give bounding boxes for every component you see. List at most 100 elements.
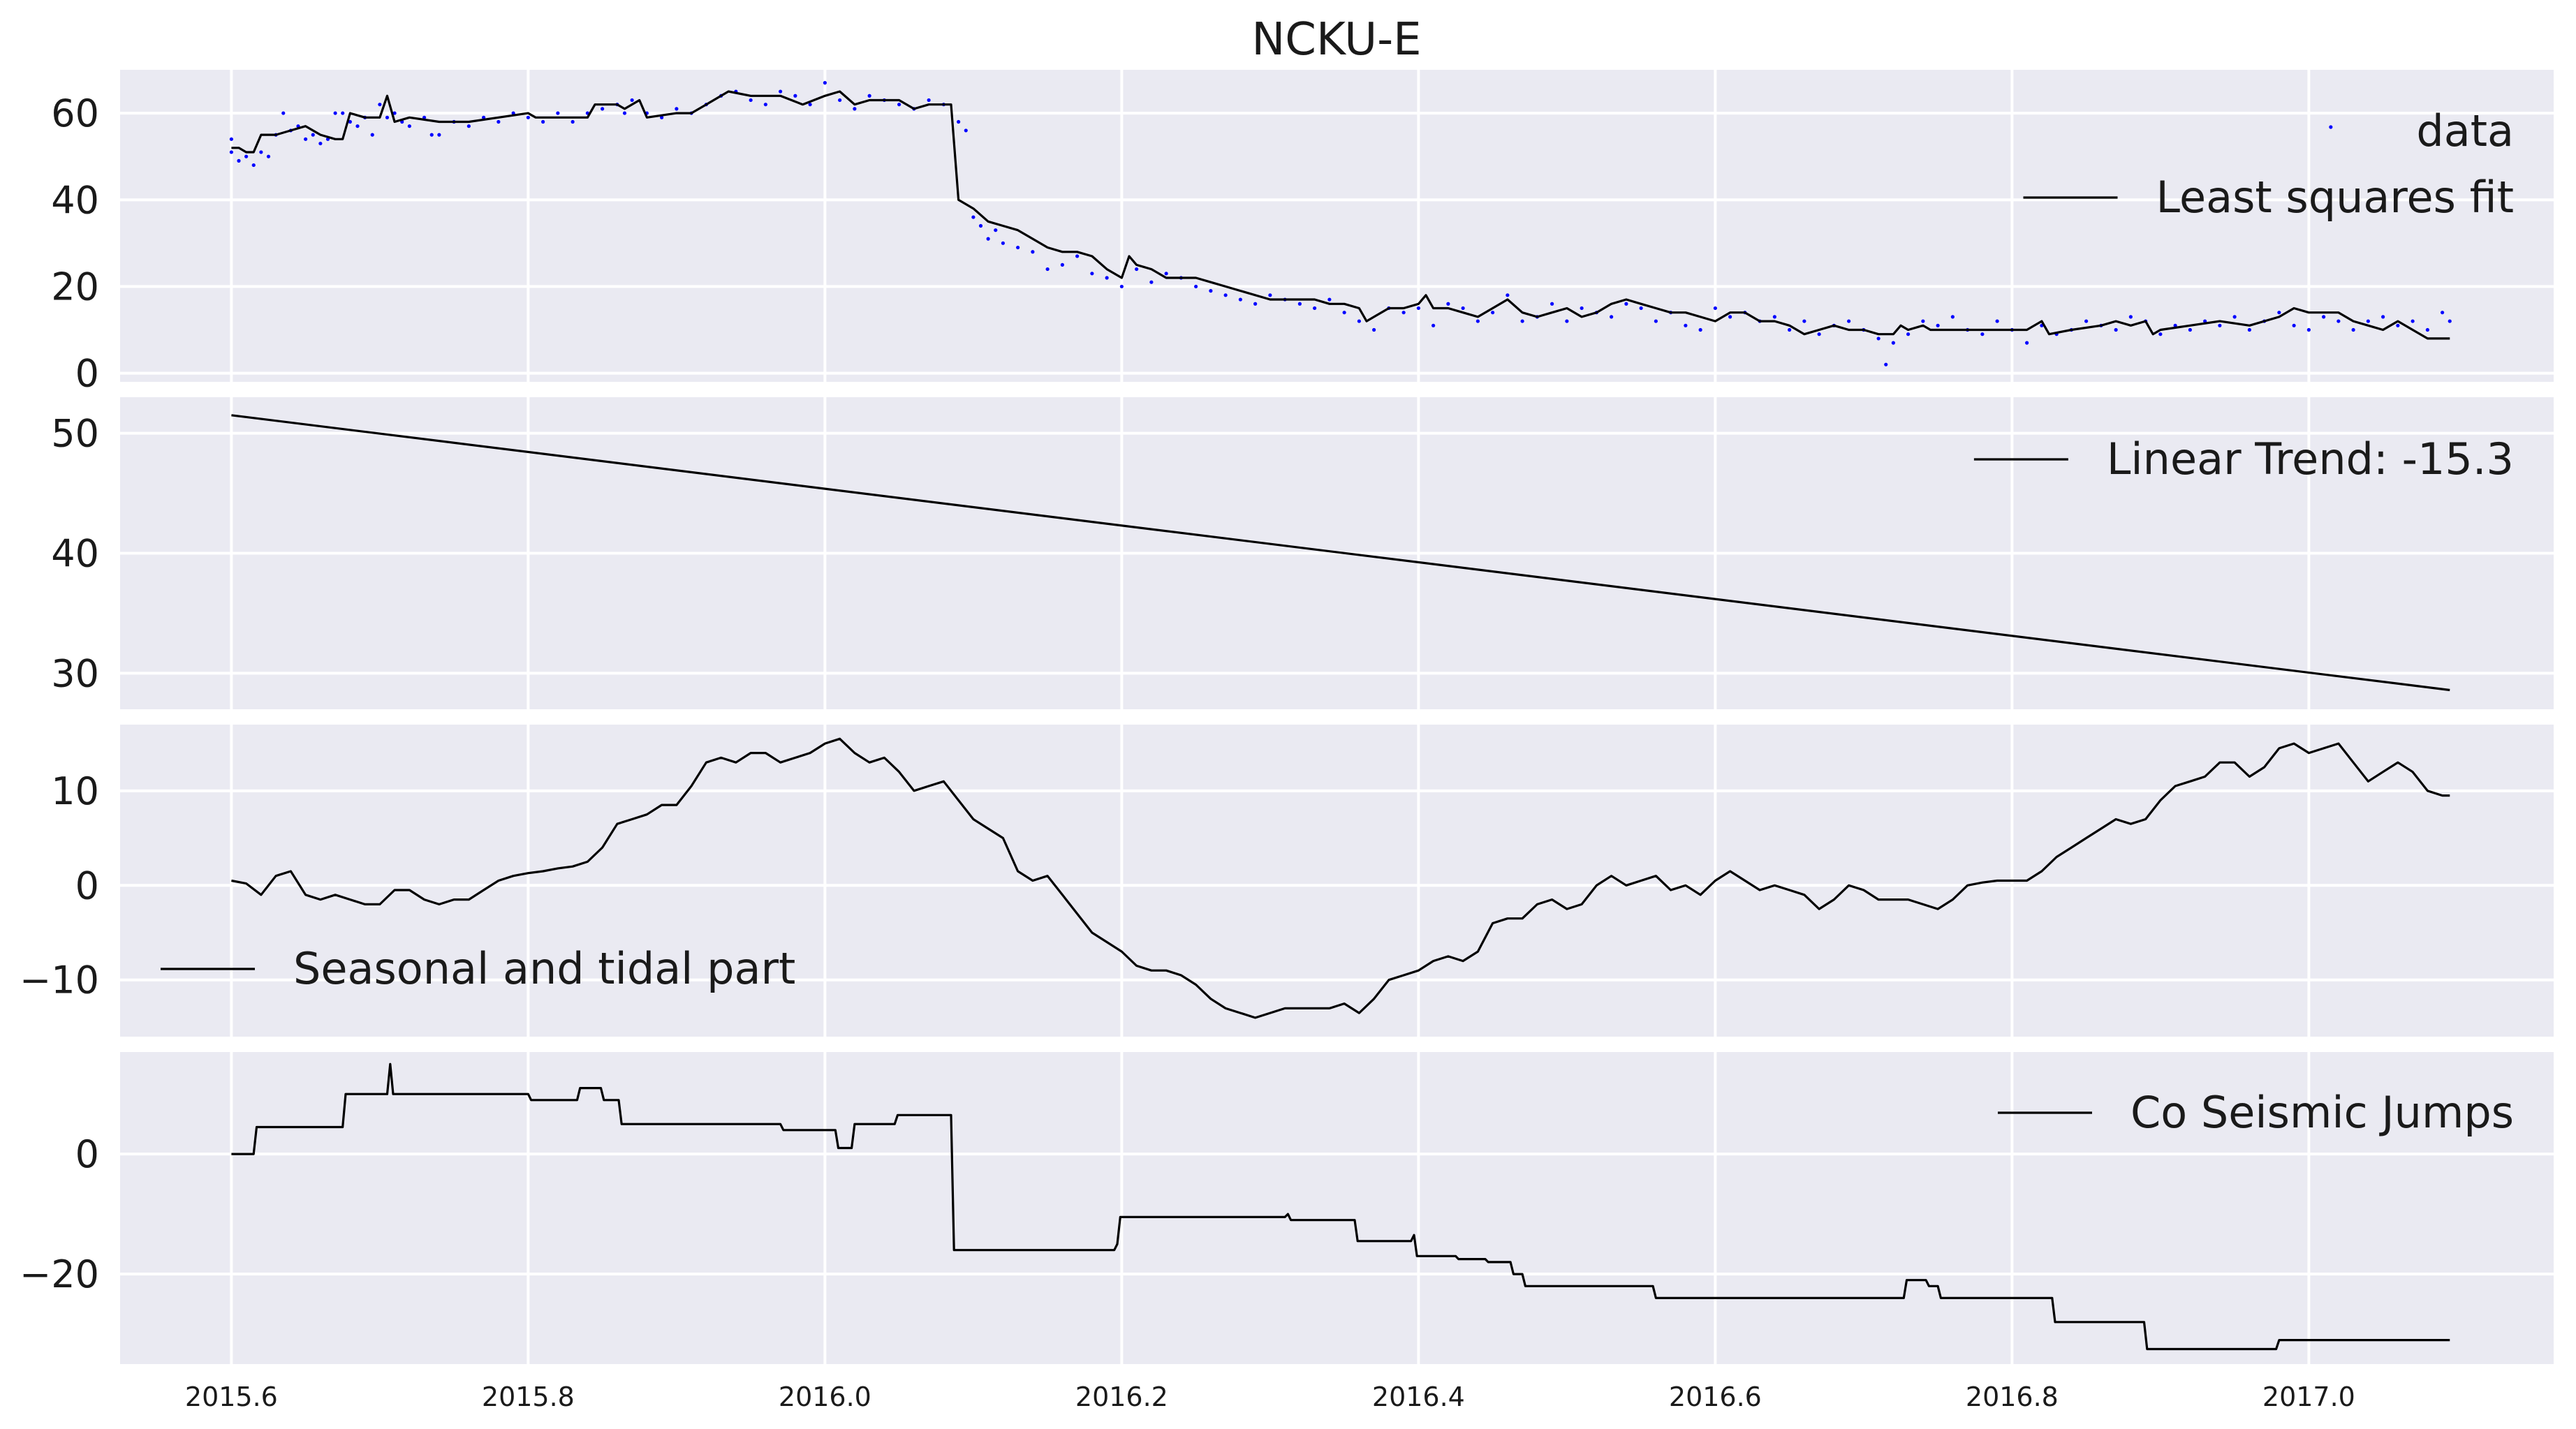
- data-point: [2158, 332, 2163, 336]
- data-point: [1684, 323, 1688, 327]
- data-point: [2441, 311, 2445, 315]
- data-point: [1268, 293, 1272, 297]
- data-point: [1209, 289, 1213, 293]
- data-point: [229, 150, 233, 154]
- panel-3: −10 0 10 Seasonal and tidal part: [20, 725, 2554, 1037]
- figure-title: NCKU-E: [1251, 14, 1421, 66]
- data-point: [793, 94, 797, 98]
- data-point: [1788, 327, 1792, 332]
- data-point: [1060, 262, 1064, 267]
- data-point: [1238, 297, 1242, 302]
- data-point: [1075, 254, 1080, 258]
- series-line: [231, 414, 2450, 692]
- data-point: [1847, 319, 1851, 323]
- data-point: [1698, 327, 1702, 332]
- data-point: [1802, 319, 1806, 323]
- data-point: [1891, 341, 1895, 345]
- data-point: [1016, 245, 1020, 250]
- data-point: [964, 128, 968, 133]
- data-point: [2411, 319, 2415, 323]
- data-point: [927, 98, 931, 103]
- data-point: [1876, 336, 1881, 341]
- data-point: [355, 124, 360, 128]
- data-point: [622, 111, 627, 115]
- legend-entry: Linear Trend: -15.3: [1973, 434, 2514, 484]
- data-point: [630, 98, 634, 103]
- data-point: [1313, 306, 1317, 311]
- data-point: [1950, 315, 1955, 319]
- data-point: [1164, 272, 1168, 276]
- data-point: [1357, 319, 1361, 323]
- data-point: [437, 133, 441, 137]
- panel-2: 30 40 50 Linear Trend: -15.3: [51, 397, 2554, 709]
- x-tick-label: 2017.0: [2262, 1382, 2355, 1412]
- series-line: [231, 1063, 2450, 1351]
- y-tick-label: 0: [75, 1132, 99, 1176]
- legend-label: Co Seismic Jumps: [2130, 1087, 2514, 1138]
- data-point: [2396, 323, 2400, 327]
- y-tick-label: 60: [51, 91, 99, 135]
- panel-4: −20 0 2015.6 2015.8 2016.0 2016.2 2016.4 2016.6…: [20, 1052, 2554, 1412]
- data-point: [1327, 297, 1332, 302]
- data-point: [2232, 315, 2237, 319]
- data-point: [1475, 319, 1480, 323]
- data-point: [541, 119, 545, 124]
- data-point: [986, 237, 990, 241]
- data-point: [2203, 319, 2207, 323]
- data-point: [1149, 280, 1154, 284]
- data-point: [1610, 315, 1614, 319]
- data-point: [2218, 323, 2222, 327]
- data-point: [385, 115, 390, 119]
- data-point: [378, 103, 382, 107]
- data-point: [1506, 293, 1510, 297]
- data-point: [1105, 276, 1109, 280]
- data-point: [341, 111, 345, 115]
- plot-area: [120, 70, 2554, 382]
- data-point: [1001, 241, 1005, 245]
- data-point: [1119, 284, 1124, 289]
- legend-entry: Least squares fit: [2023, 172, 2515, 223]
- data-point: [1431, 323, 1436, 327]
- plot-area: [120, 1052, 2554, 1364]
- data-point: [392, 111, 397, 115]
- y-tick-label: 20: [51, 265, 99, 309]
- data-point: [237, 158, 241, 163]
- data-point: [601, 107, 605, 111]
- data-point: [1550, 302, 1554, 306]
- data-point: [511, 111, 515, 115]
- data-point: [1639, 306, 1643, 311]
- data-point: [482, 115, 486, 119]
- data-point: [556, 111, 560, 115]
- legend-label: Seasonal and tidal part: [293, 943, 795, 994]
- legend-marker: [2329, 125, 2333, 129]
- data-point: [311, 133, 315, 137]
- data-point: [1090, 272, 1094, 276]
- data-point: [1580, 306, 1584, 311]
- x-tick-label: 2016.2: [1075, 1382, 1168, 1412]
- y-tick-label: −20: [20, 1252, 99, 1296]
- data-point: [1342, 311, 1346, 315]
- legend-label: Least squares fit: [2156, 172, 2515, 223]
- data-point: [348, 119, 352, 124]
- data-point: [1565, 319, 1569, 323]
- data-point: [2381, 315, 2385, 319]
- data-point: [266, 154, 271, 158]
- data-point: [2277, 311, 2281, 315]
- legend-label: data: [2416, 105, 2514, 156]
- data-point: [1031, 250, 1035, 254]
- data-point: [407, 124, 411, 128]
- data-point: [318, 141, 323, 146]
- y-tick-label: 40: [51, 178, 99, 222]
- data-point: [1713, 306, 1717, 311]
- data-point: [2336, 319, 2341, 323]
- data-point: [838, 98, 842, 103]
- x-tick-label: 2015.6: [185, 1382, 278, 1412]
- data-point: [1520, 319, 1524, 323]
- data-point: [897, 103, 901, 107]
- data-point: [251, 163, 256, 168]
- data-point: [2306, 327, 2311, 332]
- data-point: [2025, 341, 2029, 345]
- y-tick-label: 0: [75, 352, 99, 396]
- data-point: [2173, 323, 2177, 327]
- data-point: [1995, 319, 1999, 323]
